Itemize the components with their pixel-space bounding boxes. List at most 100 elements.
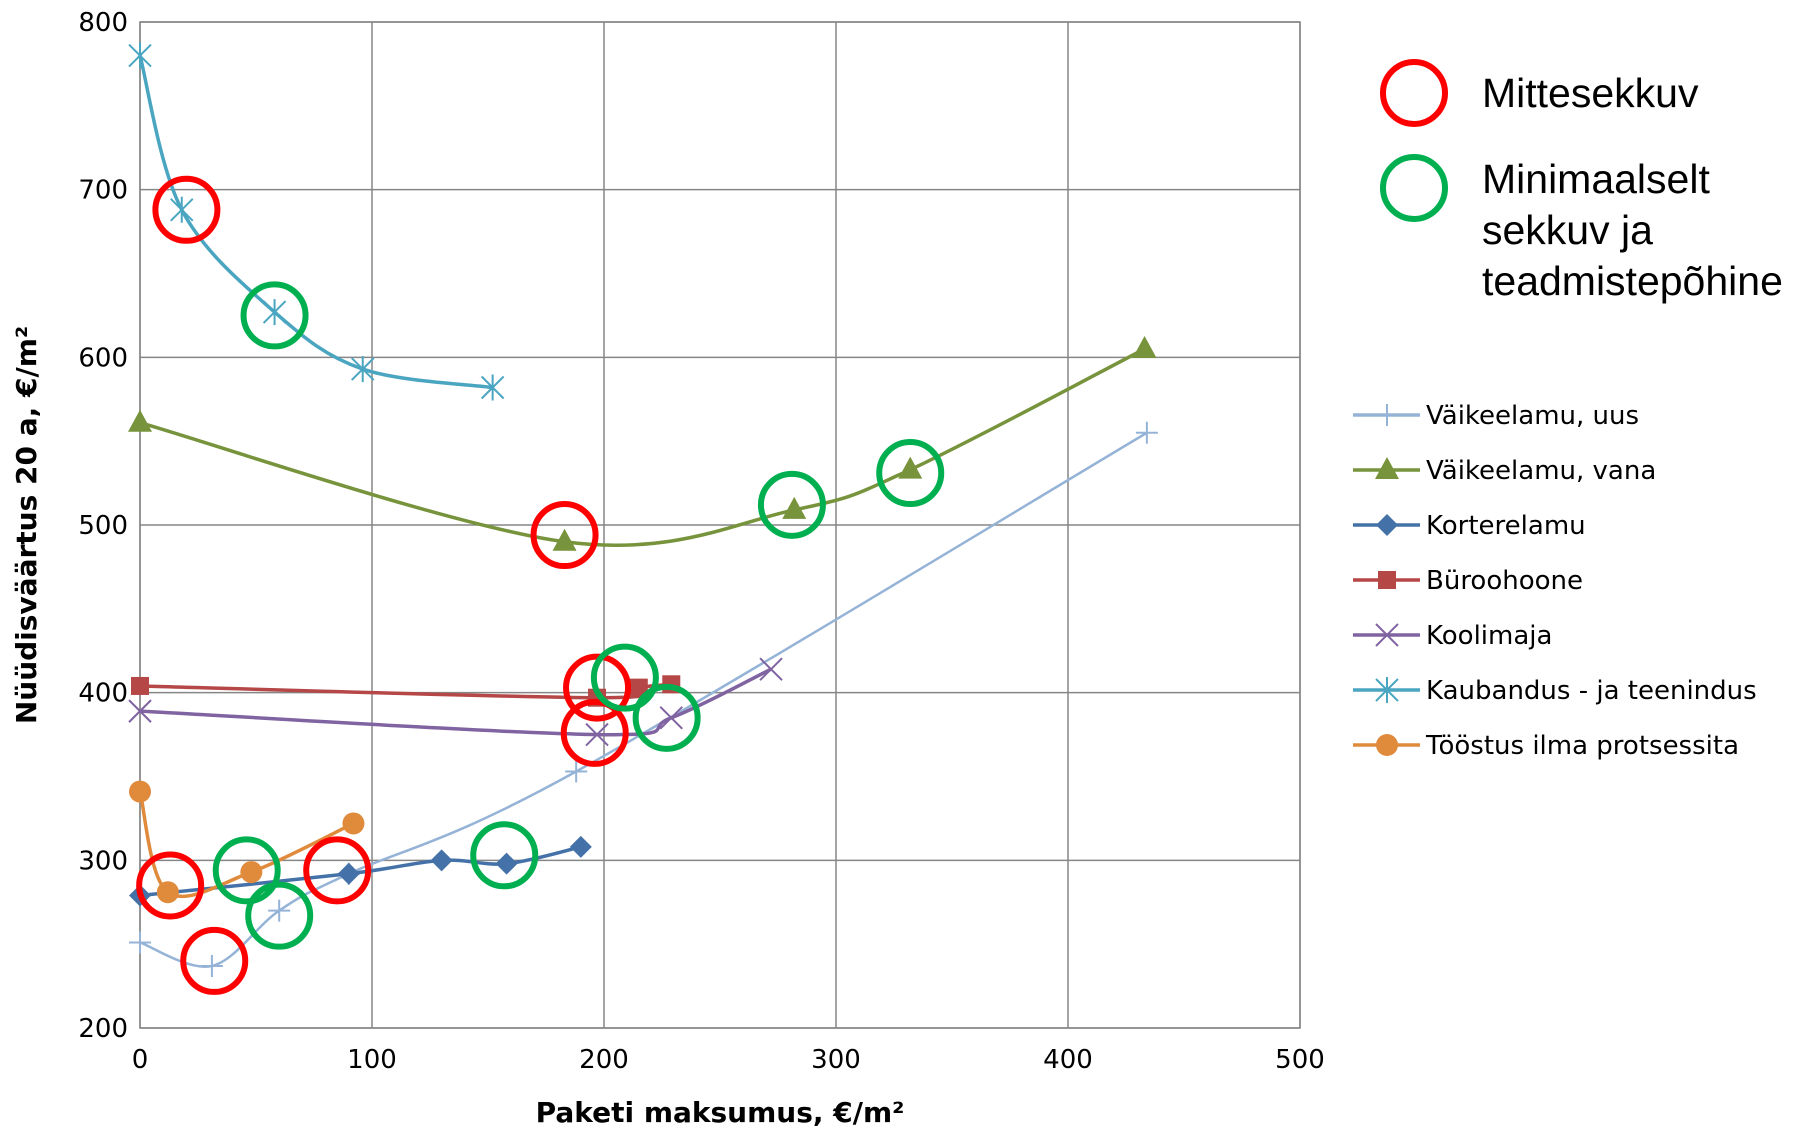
y-tick-label: 800 bbox=[78, 8, 128, 38]
series-line bbox=[138, 55, 493, 390]
highlight-circle bbox=[303, 836, 372, 905]
y-tick-label: 400 bbox=[78, 679, 128, 709]
legend-label-minimaalselt: Minimaalselt bbox=[1482, 156, 1710, 202]
series-line bbox=[139, 667, 772, 737]
data-point bbox=[495, 852, 518, 875]
x-tick-label: 100 bbox=[347, 1045, 397, 1075]
series-5 bbox=[128, 42, 505, 401]
data-point bbox=[569, 835, 592, 858]
data-point bbox=[337, 862, 360, 885]
legend-swatch-marker bbox=[1376, 734, 1398, 756]
legend-entry: Väikeelamu, vana bbox=[1353, 456, 1656, 486]
y-tick-label: 700 bbox=[78, 176, 128, 206]
highlight-circle bbox=[560, 698, 629, 767]
series-line bbox=[138, 791, 355, 899]
legend-swatch-marker bbox=[1375, 457, 1399, 479]
data-point bbox=[342, 812, 365, 835]
x-axis-ticks: 0 100 200 300 400 500 bbox=[132, 1045, 1325, 1075]
data-point bbox=[430, 849, 453, 872]
data-point bbox=[585, 722, 609, 747]
data-point bbox=[552, 528, 577, 551]
series-2 bbox=[129, 835, 592, 907]
legend-entry: Koolimaja bbox=[1353, 621, 1552, 651]
legend-label: Büroohoone bbox=[1426, 566, 1583, 596]
legend-label-mittesekkuv: Mittesekkuv bbox=[1482, 70, 1699, 116]
data-point bbox=[782, 496, 807, 519]
data-point bbox=[156, 881, 179, 904]
x-tick-label: 500 bbox=[1275, 1045, 1325, 1075]
legend-swatch-marker bbox=[1376, 514, 1398, 536]
highlight-circle bbox=[876, 439, 945, 508]
legend-label: Korterelamu bbox=[1426, 511, 1586, 541]
x-tick-label: 0 bbox=[132, 1045, 149, 1075]
data-point bbox=[759, 657, 783, 681]
highlight-circles bbox=[136, 175, 945, 995]
legend-label: Koolimaja bbox=[1426, 621, 1552, 651]
x-axis-title: Paketi maksumus, €/m² bbox=[536, 1096, 905, 1129]
legend-swatch-marker bbox=[1375, 623, 1399, 647]
legend-label: Väikeelamu, vana bbox=[1426, 456, 1656, 486]
data-point bbox=[131, 676, 149, 695]
highlight-circle bbox=[632, 683, 701, 752]
highlight-circle bbox=[530, 501, 599, 570]
highlight-circle bbox=[180, 926, 249, 995]
x-tick-label: 400 bbox=[1043, 1045, 1093, 1075]
data-point bbox=[200, 954, 223, 977]
data-point bbox=[1135, 421, 1158, 444]
series-1 bbox=[128, 335, 1157, 551]
series-6 bbox=[129, 780, 365, 904]
highlight-circle bbox=[212, 836, 281, 905]
highlight-legend: Mittesekkuv Minimaalselt sekkuv ja teadmist… bbox=[1380, 59, 1783, 304]
legend-label: Tööstus ilma protsessita bbox=[1425, 731, 1739, 761]
data-point bbox=[659, 706, 683, 730]
plot-area-frame bbox=[139, 21, 1301, 1029]
data-point bbox=[480, 374, 505, 401]
legend-entry: Tööstus ilma protsessita bbox=[1353, 731, 1739, 761]
y-axis-ticks: 200 300 400 500 600 700 800 bbox=[78, 8, 128, 1044]
series-line bbox=[139, 845, 582, 898]
highlight-circle bbox=[590, 643, 659, 712]
highlight-circle bbox=[152, 175, 221, 244]
highlight-circle bbox=[240, 281, 309, 350]
data-point bbox=[898, 456, 923, 479]
highlight-circle bbox=[563, 653, 632, 722]
legend-entry: Büroohoone bbox=[1353, 566, 1583, 596]
data-point bbox=[128, 42, 152, 69]
legend-circle-green bbox=[1380, 154, 1448, 222]
legend-label: Kaubandus - ja teenindus bbox=[1426, 676, 1757, 706]
data-point bbox=[1132, 335, 1157, 358]
data-point bbox=[351, 356, 375, 383]
data-point bbox=[129, 931, 151, 954]
data-point bbox=[565, 760, 588, 783]
highlight-circle bbox=[136, 851, 205, 920]
series-legend: Väikeelamu, uus Väikeelamu, vana Korterela… bbox=[1353, 401, 1757, 761]
highlight-circle bbox=[470, 821, 539, 890]
data-point bbox=[629, 678, 648, 697]
data-point bbox=[128, 699, 152, 723]
data-point bbox=[240, 861, 263, 884]
y-tick-label: 600 bbox=[78, 343, 128, 373]
data-point bbox=[170, 196, 194, 223]
data-point bbox=[129, 780, 151, 803]
series-line bbox=[139, 347, 1146, 548]
legend-entry: Korterelamu bbox=[1353, 511, 1586, 541]
data-point bbox=[268, 899, 291, 922]
series-layer bbox=[128, 42, 1158, 977]
legend-entry: Väikeelamu, uus bbox=[1353, 401, 1639, 431]
series-4 bbox=[128, 657, 783, 747]
data-point bbox=[128, 409, 152, 432]
legend-swatch-marker bbox=[1375, 677, 1399, 703]
legend-swatch-marker bbox=[1378, 571, 1396, 589]
x-tick-label: 300 bbox=[811, 1045, 861, 1075]
legend-circle-red bbox=[1380, 59, 1448, 127]
legend-label: Väikeelamu, uus bbox=[1426, 401, 1639, 431]
series-line bbox=[139, 431, 1148, 968]
y-tick-label: 300 bbox=[78, 846, 128, 876]
data-point bbox=[262, 299, 287, 326]
legend-swatch-marker bbox=[1376, 404, 1398, 426]
y-tick-label: 500 bbox=[78, 511, 128, 541]
legend-entry: Kaubandus - ja teenindus bbox=[1353, 676, 1757, 706]
x-tick-label: 200 bbox=[579, 1045, 629, 1075]
legend-label-minimaalselt: teadmistepõhine bbox=[1482, 258, 1783, 304]
